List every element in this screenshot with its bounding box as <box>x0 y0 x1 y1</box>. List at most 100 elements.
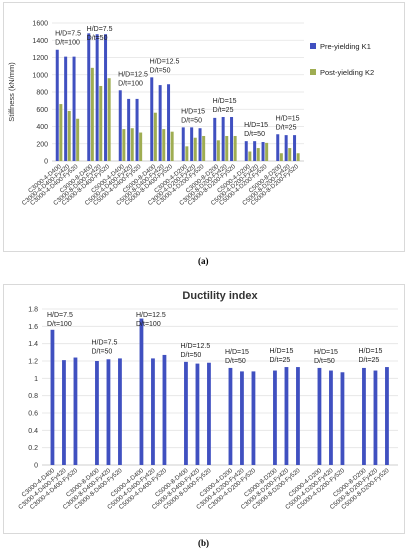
y-tick-label: 800 <box>36 90 48 97</box>
y-tick-label: 0 <box>34 463 38 470</box>
bar-primary <box>151 358 155 465</box>
bar-primary <box>284 135 288 161</box>
bar-primary <box>62 360 66 465</box>
bar-primary <box>162 354 167 465</box>
group-annotation: H/D=7.5 <box>55 31 81 38</box>
group-annotation: D/t=50 <box>181 352 202 359</box>
bar-secondary <box>99 85 103 161</box>
bar-primary <box>104 34 108 161</box>
bar-secondary <box>130 128 134 161</box>
group-annotation: H/D=15 <box>359 348 383 355</box>
bar-primary <box>230 117 234 161</box>
y-tick-label: 1400 <box>32 38 48 45</box>
bar-primary <box>198 128 202 161</box>
y-tick-label: 400 <box>36 124 48 131</box>
bar-primary <box>118 90 122 161</box>
bar-secondary <box>162 129 166 161</box>
group-annotation: D/t=25 <box>270 357 291 364</box>
bar-secondary <box>59 104 63 161</box>
stiffness-chart-panel: 0 200 400 600 800 1000 1200 1400 1600 Stiffness (… <box>3 2 405 252</box>
stiffness-chart: 0 200 400 600 800 1000 1200 1400 1600 Stiffness (… <box>7 21 374 208</box>
bar-primary <box>72 56 76 162</box>
bar-primary <box>95 34 99 161</box>
y-tick-label: 0.8 <box>28 393 38 400</box>
legend-swatch <box>310 69 316 75</box>
y-tick-label: 0.2 <box>28 445 38 452</box>
group-annotation: H/D=15 <box>276 115 300 122</box>
y-tick-label: 1.8 <box>28 307 38 314</box>
group-annotation: H/D=15 <box>270 348 294 355</box>
y-tick-label: 0 <box>44 159 48 166</box>
bar-secondary <box>288 148 292 161</box>
legend-label: Post-yielding K2 <box>320 68 374 77</box>
bar-primary <box>167 84 171 161</box>
group-annotation: D/t=50 <box>244 131 265 138</box>
bar-secondary <box>265 142 269 161</box>
bar-secondary <box>216 140 220 161</box>
ductility-chart: Ductility index 0 0.2 0.4 0.6 0.8 1 1.2 1.4 1.6 1.… <box>17 290 398 511</box>
bar-primary <box>207 362 211 465</box>
y-tick-label: 1200 <box>32 55 48 62</box>
group-annotation: D/t=50 <box>181 117 202 124</box>
bar-primary <box>95 361 99 465</box>
bar-primary <box>385 367 389 465</box>
bar-primary <box>213 117 217 161</box>
group-annotation: D/t=50 <box>92 348 113 355</box>
group-annotation: H/D=12.5 <box>150 58 180 65</box>
group-annotation: D/t=100 <box>47 321 72 328</box>
bar-primary <box>181 127 185 161</box>
bar-secondary <box>153 112 157 161</box>
bar-primary <box>118 358 122 465</box>
bar-primary <box>296 367 300 465</box>
bar-primary <box>158 85 162 161</box>
bar-primary <box>340 372 345 465</box>
bar-primary <box>190 127 194 161</box>
panel-label-a: (a) <box>198 256 209 266</box>
group-annotation: H/D=15 <box>225 349 249 356</box>
bar-secondary <box>225 135 229 161</box>
bar-primary <box>106 359 111 465</box>
group-annotation: D/t=25 <box>213 107 234 114</box>
bar-secondary <box>76 118 80 161</box>
bar-secondary <box>248 151 252 161</box>
y-tick-label: 600 <box>36 107 48 114</box>
bar-primary <box>50 329 55 465</box>
bar-primary <box>221 117 225 161</box>
bar-primary <box>362 367 366 465</box>
y-tick-label: 1600 <box>32 21 48 28</box>
ductility-chart-panel: Ductility index 0 0.2 0.4 0.6 0.8 1 1.2 1.4 1.6 1.… <box>3 284 405 534</box>
group-annotation: H/D=7.5 <box>87 26 113 33</box>
group-annotation: D/t=100 <box>118 80 143 87</box>
group-annotation: D/t=50 <box>87 35 108 42</box>
bar-primary <box>373 370 378 465</box>
bar-secondary <box>296 153 300 161</box>
group-annotation: H/D=12.5 <box>181 343 211 350</box>
bar-primary <box>73 357 78 465</box>
bar-secondary <box>170 131 174 161</box>
bar-primary <box>55 49 59 161</box>
bar-secondary <box>107 78 111 161</box>
group-annotation: D/t=100 <box>55 40 80 47</box>
bar-secondary <box>122 129 126 161</box>
y-tick-label: 0.6 <box>28 411 38 418</box>
bar-secondary <box>256 148 260 161</box>
y-tick-label: 1.4 <box>28 341 38 348</box>
bar-secondary <box>202 135 206 161</box>
bar-secondary <box>233 135 237 161</box>
group-annotation: H/D=15 <box>314 349 338 356</box>
bar-primary <box>150 77 154 161</box>
group-annotation: D/t=50 <box>225 358 246 365</box>
bar-primary <box>228 367 233 465</box>
bar-primary <box>127 98 131 161</box>
bar-primary <box>329 370 333 465</box>
y-tick-label: 1.2 <box>28 359 38 366</box>
bar-secondary <box>139 132 143 161</box>
legend-swatch <box>310 43 316 49</box>
bar-secondary <box>279 153 283 161</box>
bar-primary <box>251 371 256 465</box>
group-annotation: H/D=7.5 <box>92 339 118 346</box>
bar-primary <box>273 370 277 465</box>
bar-primary <box>276 134 280 161</box>
group-annotation: D/t=100 <box>136 321 161 328</box>
group-annotation: H/D=7.5 <box>47 312 73 319</box>
